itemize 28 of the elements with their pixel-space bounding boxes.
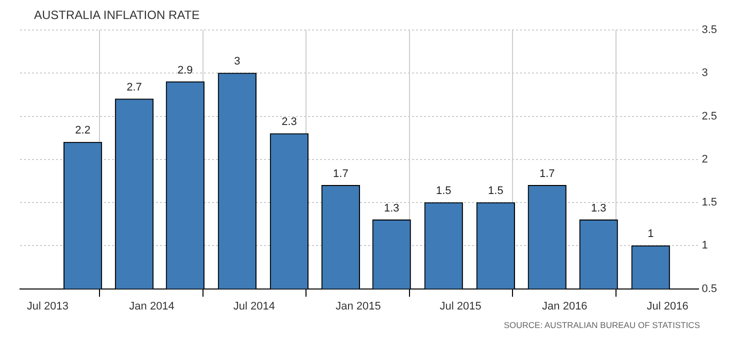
data-label: 2.2 [75, 124, 90, 137]
x-tick-label: Jul 2016 [646, 300, 688, 312]
data-label: 1 [648, 228, 654, 240]
x-tick-label: Jul 2013 [26, 300, 69, 312]
data-label: 2.9 [178, 64, 193, 76]
x-tick-label: Jan 2014 [129, 300, 174, 312]
y-tick-label: 3 [702, 67, 708, 80]
data-label: 1.3 [384, 202, 400, 214]
x-tick-label: Jan 2016 [542, 300, 588, 312]
chart-title: AUSTRALIA INFLATION RATE [34, 8, 200, 22]
x-tick-label: Jul 2015 [440, 300, 482, 312]
data-label: 3 [234, 56, 240, 68]
x-tick-label: Jul 2014 [233, 300, 275, 312]
data-label: 1.5 [488, 185, 504, 198]
data-label: 1.3 [590, 202, 606, 214]
source-note: SOURCE: AUSTRALIAN BUREAU OF STATISTICS [504, 320, 700, 330]
y-tick-label: 2.5 [702, 110, 718, 122]
y-tick-label: 1 [702, 240, 708, 252]
data-label: 1.5 [436, 185, 452, 198]
data-label: 1.7 [539, 168, 555, 180]
y-tick-label: 3.5 [702, 24, 718, 36]
x-tick-label: Jan 2015 [336, 300, 381, 312]
y-tick-label: 2 [702, 153, 708, 166]
y-tick-label: 1.5 [702, 196, 718, 209]
data-label: 2.3 [282, 116, 297, 128]
data-label: 1.7 [333, 168, 348, 180]
y-tick-label: 0.5 [702, 282, 718, 295]
data-label: 2.7 [126, 82, 142, 94]
